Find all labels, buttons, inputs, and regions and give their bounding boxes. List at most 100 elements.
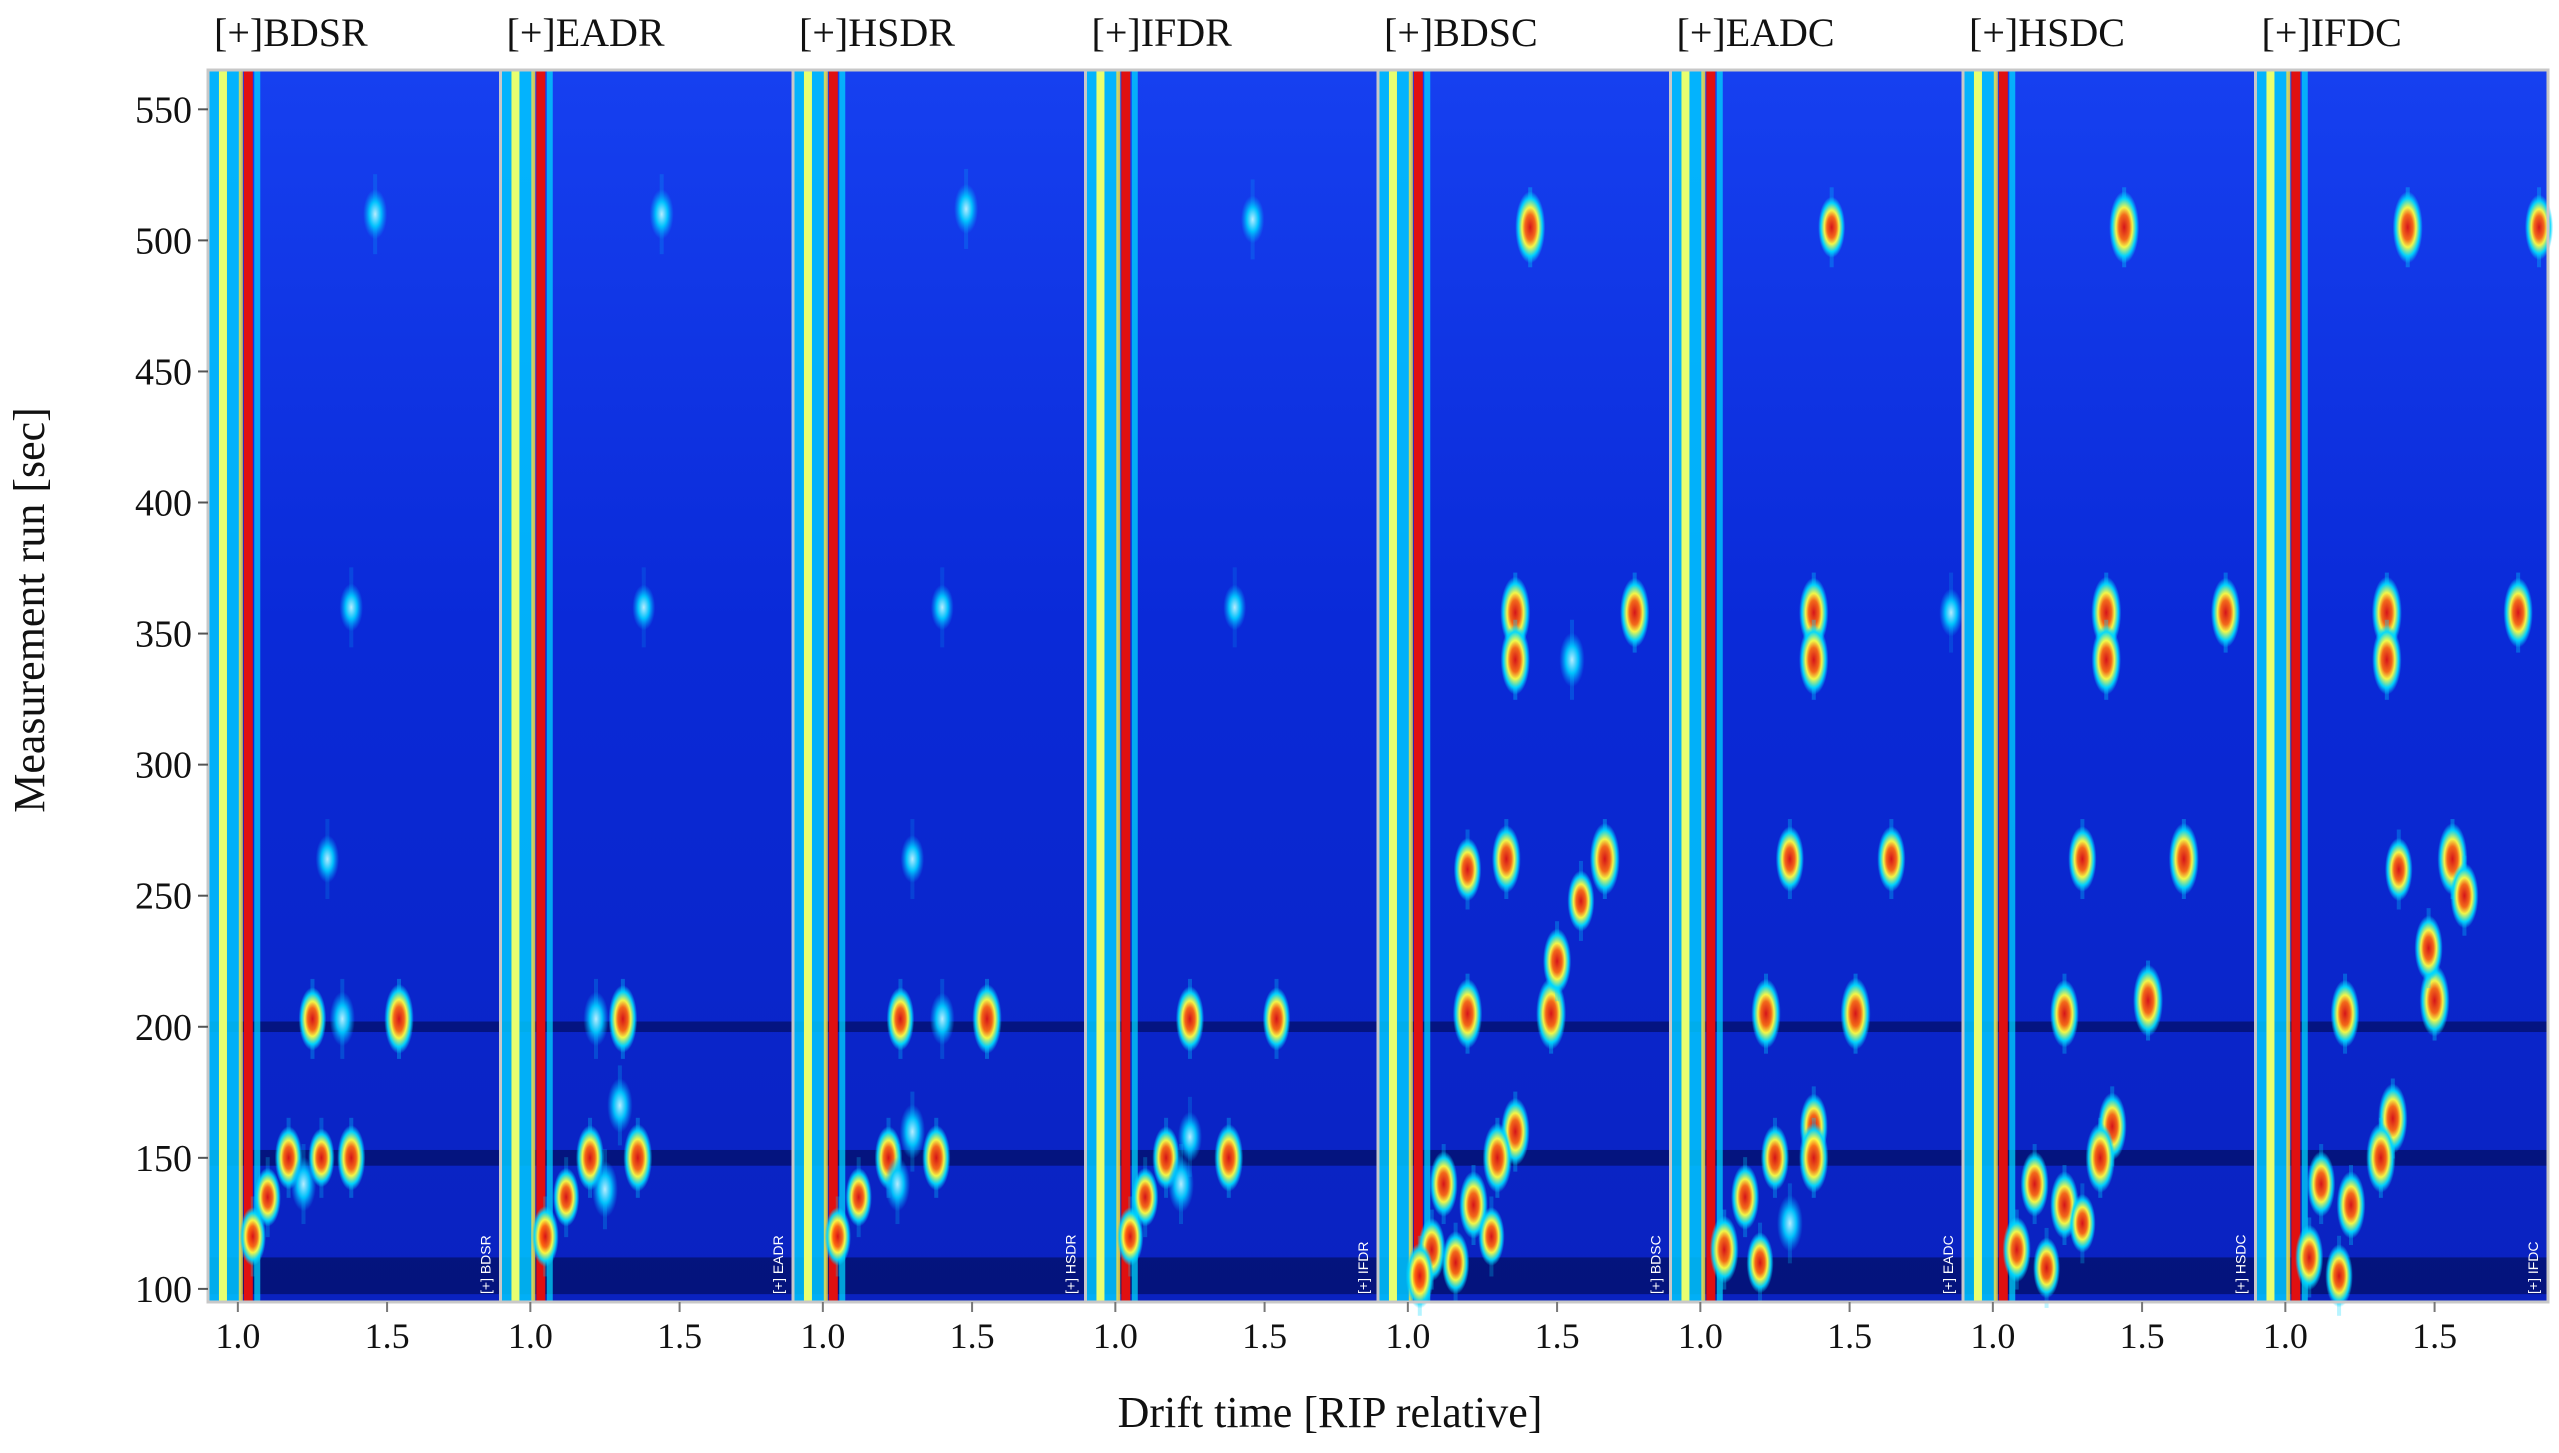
- y-tick-label: 300: [135, 745, 192, 787]
- peak-spot: [2109, 191, 2140, 264]
- peak-spot: [2419, 964, 2450, 1037]
- y-tick-label: 150: [135, 1138, 192, 1180]
- x-tick-label: 1.5: [1535, 1316, 1580, 1356]
- y-tick-label: 200: [135, 1007, 192, 1049]
- rip-core: [1096, 70, 1105, 1302]
- peak-spot: [1939, 588, 1963, 637]
- panel-tag: [+] IFDC: [2525, 1241, 2541, 1294]
- x-tick-label: 1.0: [1385, 1316, 1430, 1356]
- x-tick-label: 1.5: [950, 1316, 995, 1356]
- y-axis-label: Measurement run [sec]: [5, 407, 54, 813]
- peak-spot: [1709, 1215, 1739, 1284]
- peak-spot: [1214, 1124, 1244, 1192]
- peak-spot: [1818, 196, 1846, 258]
- x-tick-label: 1.5: [1827, 1316, 1872, 1356]
- y-tick-label: 400: [135, 483, 192, 525]
- peak-spot: [1515, 191, 1546, 264]
- peak-spot: [2330, 979, 2360, 1048]
- peak-spot: [623, 1124, 653, 1192]
- panel-title: [+]BDSR: [214, 10, 368, 55]
- rip-core: [1388, 70, 1397, 1302]
- panel-title: [+]HSDC: [1969, 10, 2125, 55]
- panel-tag: [+] BDSR: [478, 1235, 494, 1294]
- peak-spot: [1751, 978, 1781, 1049]
- peak-spot: [899, 1104, 925, 1159]
- peak-spot: [1168, 1155, 1194, 1213]
- y-tick-label: 250: [135, 876, 192, 918]
- reactant-ion-tail: [254, 70, 261, 1302]
- panel-tag: [+] HSDR: [1063, 1234, 1079, 1294]
- x-tick-label: 1.0: [1970, 1316, 2015, 1356]
- y-tick-label: 350: [135, 614, 192, 656]
- reactant-ion-line: [1706, 70, 1716, 1302]
- rip-core: [2266, 70, 2275, 1302]
- panel-border: [2254, 68, 2550, 1304]
- peak-spot: [929, 992, 955, 1046]
- peak-spot: [1177, 1111, 1202, 1162]
- peak-spot: [1240, 195, 1265, 244]
- reactant-ion-tail: [1131, 70, 1138, 1302]
- dark-band: [2255, 1021, 2548, 1033]
- peak-spot: [239, 1207, 266, 1266]
- reactant-ion-line: [243, 70, 253, 1302]
- dark-band: [1085, 1021, 1378, 1033]
- peak-spot: [608, 985, 638, 1053]
- panel-title: [+]IFDC: [2262, 10, 2402, 55]
- peak-spot: [583, 991, 609, 1047]
- peak-spot: [824, 1207, 851, 1266]
- peak-spot: [339, 583, 363, 632]
- peak-spot: [2168, 823, 2199, 896]
- peak-spot: [2085, 1122, 2115, 1193]
- heatmap-panels: [+]BDSR[+] BDSR[+]EADR[+] EADR[+]HSDR[+]…: [206, 10, 2554, 1316]
- y-tick-label: 500: [135, 220, 192, 262]
- peak-spot: [1746, 1232, 1774, 1294]
- panel-tag: [+] IFDR: [1355, 1241, 1371, 1294]
- peak-spot: [1542, 928, 1572, 994]
- peak-spot: [1452, 978, 1483, 1049]
- peak-spot: [2372, 624, 2402, 695]
- x-tick-label: 1.0: [1093, 1316, 1138, 1356]
- heatmap-panel: [+]EADR [+] EADR: [499, 10, 795, 1304]
- peak-spot: [1478, 1207, 1505, 1266]
- x-axis: 1.0 1.5 1.0 1.5 1.0 1.5 1.0 1.5 1.0 1.5 1.0 1.5 1.0 1…: [215, 1302, 2457, 1356]
- peak-spot: [632, 584, 656, 631]
- peak-spot: [2210, 577, 2241, 648]
- peak-spot: [1619, 577, 1650, 648]
- peak-spot: [298, 987, 327, 1051]
- peak-spot: [2133, 964, 2164, 1037]
- peak-spot: [2091, 624, 2121, 695]
- reactant-ion-edge: [238, 70, 243, 1302]
- y-tick-label: 100: [135, 1269, 192, 1311]
- peak-spot: [1482, 1122, 1513, 1193]
- peak-spot: [884, 1156, 911, 1212]
- peak-spot: [337, 1125, 366, 1191]
- reactant-ion-line: [1121, 70, 1131, 1302]
- reactant-ion-line: [828, 70, 838, 1302]
- peak-spot: [2325, 1244, 2353, 1308]
- reactant-ion-edge: [1993, 70, 1998, 1302]
- peak-spot: [2020, 1151, 2049, 1217]
- peak-spot: [1429, 1151, 1458, 1217]
- panel-title: [+]BDSC: [1384, 10, 1538, 55]
- heatmap-panel: [+]EADC [+] EADC: [1669, 10, 1965, 1304]
- peak-spot: [1559, 632, 1585, 687]
- panel-tag: [+] HSDC: [2233, 1234, 2249, 1294]
- reactant-ion-edge: [2286, 70, 2291, 1302]
- reactant-ion-line: [1998, 70, 2008, 1302]
- peak-spot: [1775, 826, 1804, 892]
- peak-spot: [1405, 1243, 1434, 1309]
- peak-spot: [552, 1167, 580, 1227]
- heatmap-panel: [+]HSDC [+] HSDC: [1961, 10, 2257, 1308]
- y-tick-label: 550: [135, 89, 192, 131]
- x-tick-label: 1.0: [215, 1316, 260, 1356]
- reactant-ion-tail: [2009, 70, 2016, 1302]
- peak-spot: [531, 1205, 559, 1267]
- peak-spot: [2068, 826, 2097, 892]
- peak-spot: [2002, 1216, 2031, 1283]
- peak-spot: [1799, 1122, 1829, 1193]
- panel-title: [+]EADR: [507, 10, 665, 55]
- x-tick-label: 1.0: [1678, 1316, 1723, 1356]
- x-tick-label: 1.0: [508, 1316, 553, 1356]
- reactant-ion-tail: [839, 70, 846, 1302]
- dark-band: [500, 1021, 793, 1033]
